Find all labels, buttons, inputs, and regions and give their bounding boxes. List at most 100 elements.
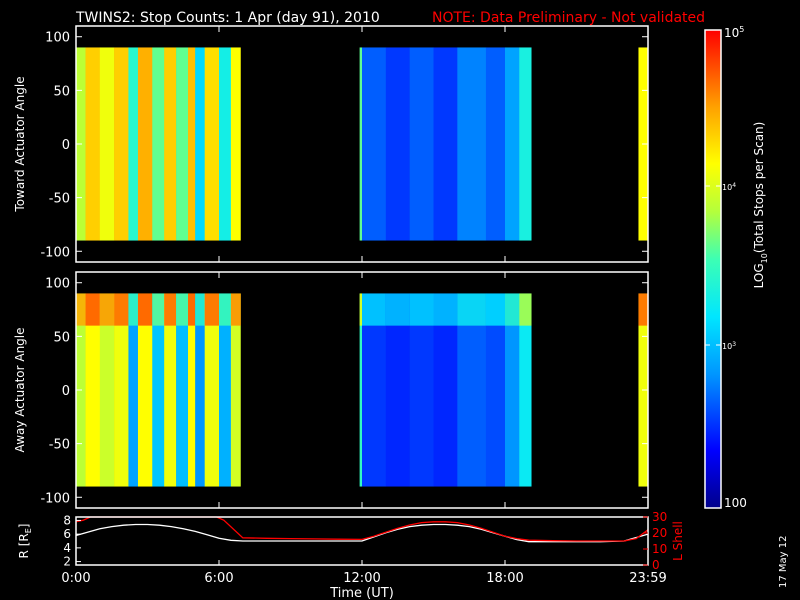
heatmap-segment (362, 47, 387, 241)
heatmap-segment (219, 293, 232, 487)
heatmap-segment (485, 47, 506, 241)
date-stamp: 17 May 12 (778, 536, 789, 588)
y-tick-label: 0 (62, 384, 70, 399)
radius-line (75, 523, 649, 543)
heatmap-segment (188, 47, 196, 241)
colorbar: 105 104 103 100 LOG10(Total Stops per Sc… (704, 25, 769, 510)
right-y-tick-label: 20 (652, 526, 667, 540)
heatmap-segment (204, 47, 220, 241)
heatmap-segment (99, 47, 115, 241)
y-tick-label: -50 (49, 192, 70, 207)
y-tick-label: 0 (62, 138, 70, 153)
heatmap-segment (99, 293, 115, 487)
x-axis-label: Time (UT) (329, 586, 394, 600)
right-y-tick-label: 30 (652, 510, 667, 524)
heatmap-segment-high-angle (76, 293, 86, 326)
heatmap-segment (176, 293, 189, 487)
chart-title: TWINS2: Stop Counts: 1 Apr (day 91), 201… (75, 10, 380, 26)
heatmap-segment (137, 47, 153, 241)
heatmap-segment (85, 293, 101, 487)
heatmap-segment (128, 47, 139, 241)
heatmap-segment (128, 293, 139, 487)
heatmap-segment-high-angle (219, 293, 232, 326)
heatmap-segment (519, 293, 532, 487)
colorbar-label-1e5: 105 (724, 25, 744, 40)
y-axis-label: Toward Actuator Angle (13, 76, 27, 212)
heatmap-segment (457, 47, 487, 241)
heatmap-segment-high-angle (359, 293, 363, 326)
x-tick-label: 12:00 (343, 571, 380, 586)
heatmap-segment-high-angle (385, 293, 410, 326)
heatmap-segment (164, 47, 177, 241)
heatmap-segment-high-angle (188, 293, 196, 326)
heatmap-segment-high-angle (230, 293, 241, 326)
heatmap-segment-high-angle (164, 293, 177, 326)
heatmap-segment (164, 293, 177, 487)
heatmap-segment-high-angle (176, 293, 189, 326)
heatmap-segment (385, 47, 410, 241)
heatmap-segment-high-angle (99, 293, 115, 326)
heatmap-segment (409, 47, 434, 241)
left-y-tick-label: 8 (63, 513, 71, 527)
colorbar-label-100: 100 (724, 496, 747, 510)
right-y-tick-label: 0 (652, 558, 660, 572)
heatmap-segment (137, 293, 153, 487)
l-shell-line (75, 516, 649, 542)
heatmap-segment-high-angle (457, 293, 487, 326)
left-y-tick-label: 2 (63, 555, 71, 569)
x-tick-label: 23:59 (629, 571, 666, 586)
heatmap-segment (230, 47, 241, 241)
radius-axis-label: R [RE] (17, 524, 33, 559)
heatmap-segment (359, 47, 363, 241)
right-y-tick-label: 10 (652, 542, 667, 556)
heatmap-segment-high-angle (152, 293, 165, 326)
x-tick-label: 0:00 (61, 571, 90, 586)
colorbar-label-1e4: 104 (722, 182, 736, 192)
heatmap-segment-high-angle (85, 293, 101, 326)
y-tick-label: -100 (40, 245, 70, 260)
heatmap-segment (195, 47, 205, 241)
heatmap-segment (176, 47, 189, 241)
y-tick-label: 100 (45, 277, 70, 292)
left-y-tick-label: 6 (63, 527, 71, 541)
heatmap-segment-high-angle (137, 293, 153, 326)
heatmap-segment (188, 293, 196, 487)
colorbar-gradient (705, 30, 721, 508)
colorbar-label-1e3: 103 (722, 341, 736, 351)
heatmap-segment (230, 293, 241, 487)
heatmap-segment (85, 47, 101, 241)
preliminary-note: NOTE: Data Preliminary - Not validated (432, 10, 705, 26)
heatmap-segment (505, 293, 520, 487)
heatmap-segment-high-angle (204, 293, 220, 326)
x-tick-label: 6:00 (204, 571, 233, 586)
heatmap-segment (359, 293, 363, 487)
y-tick-label: 50 (53, 330, 70, 345)
y-tick-label: -50 (49, 438, 70, 453)
heatmap-segment (204, 293, 220, 487)
heatmap-segment-high-angle (409, 293, 434, 326)
heatmap-segment-high-angle (128, 293, 139, 326)
heatmap-segment-high-angle (362, 293, 387, 326)
y-tick-label: 50 (53, 84, 70, 99)
heatmap-segment-high-angle (519, 293, 532, 326)
heatmap-segment-high-angle (638, 293, 649, 326)
heatmap-segment-high-angle (505, 293, 520, 326)
heatmap-segment-high-angle (433, 293, 458, 326)
heatmap-segment (114, 47, 129, 241)
heatmap-segment-high-angle (195, 293, 205, 326)
left-y-tick-label: 4 (63, 541, 71, 555)
heatmap-segment (505, 47, 520, 241)
heatmap-segment (152, 293, 165, 487)
colorbar-frame (704, 29, 722, 509)
heatmap-segment-high-angle (485, 293, 506, 326)
toward-angle-panel: 100 50 0 -50 -100 Toward Actuator Angle (13, 25, 649, 263)
heatmap-segment (152, 47, 165, 241)
heatmap-segment (433, 47, 458, 241)
colorbar-axis-label: LOG10(Total Stops per Scan) (752, 122, 769, 289)
y-axis-label: Away Actuator Angle (13, 327, 27, 452)
y-tick-label: -100 (40, 491, 70, 506)
heatmap-segment (519, 47, 532, 241)
heatmap-segment (485, 293, 506, 487)
